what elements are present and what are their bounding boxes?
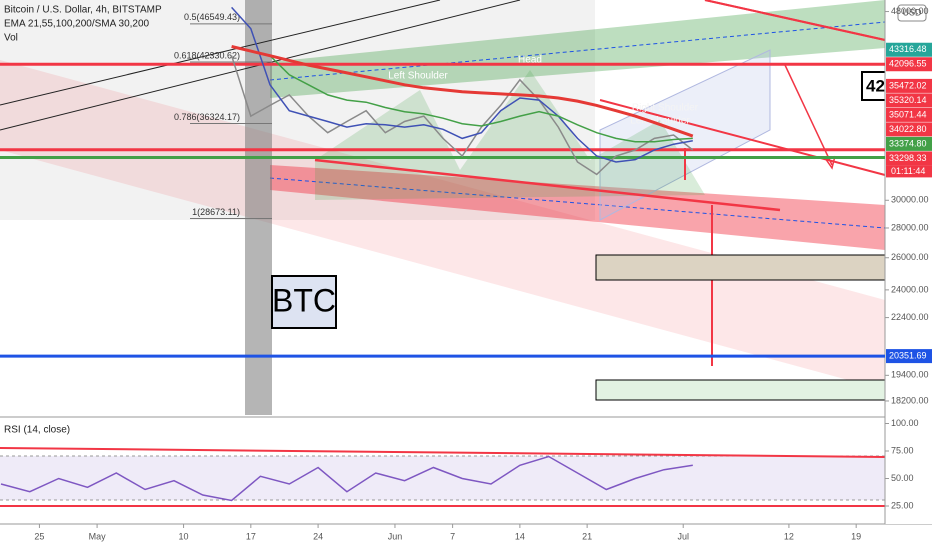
trend-line [704, 0, 886, 41]
y-tick-label: 50.00 [891, 473, 914, 483]
price-tag-label: 35071.44 [889, 109, 927, 119]
x-tick-label: 10 [179, 531, 189, 541]
y-tick-label: 75.00 [891, 445, 914, 455]
x-tick-label: 7 [450, 531, 455, 541]
rsi-band [0, 456, 885, 500]
series-line [0, 455, 693, 502]
price-tag-label: 34022.80 [889, 124, 927, 134]
symbol-title: Bitcoin / U.S. Dollar, 4h, BITSTAMP [4, 5, 162, 16]
y-tick-label: 22400.00 [891, 312, 929, 322]
channel-mid [269, 21, 886, 81]
series-line [231, 45, 694, 138]
annotation: Left Shoulder [388, 71, 448, 82]
price-tag [886, 136, 932, 151]
outer-channel [0, 60, 885, 390]
x-tick-label: Jul [677, 531, 689, 541]
y-tick-label: 25.00 [891, 500, 914, 510]
volume-legend: Vol [4, 33, 18, 44]
price-tag-label: 42096.55 [889, 59, 927, 69]
countdown-bg [886, 165, 932, 178]
y-tick-label: 26000.00 [891, 252, 929, 262]
price-tag [886, 93, 932, 108]
x-tick-label: 14 [515, 531, 525, 541]
currency: USD [902, 7, 922, 17]
price-tag-label: 33298.33 [889, 153, 927, 163]
y-tick-label: 24000.00 [891, 284, 929, 294]
currency-badge [897, 4, 927, 22]
x-tick-label: 24 [313, 531, 323, 541]
price-tag-label: 35320.14 [889, 95, 927, 105]
zone-box [595, 254, 886, 281]
fib-label: 1(28673.11) [192, 207, 240, 217]
symbol-text: BTC [272, 282, 336, 318]
x-tick-label: 12 [784, 531, 794, 541]
annotation: Right Shoulder [632, 103, 699, 114]
price-tag [886, 42, 932, 57]
price-tag [886, 349, 932, 364]
annotation: Head [518, 55, 542, 66]
drawings: BTC 42 Left Shoulder Head Right Shoulder… [0, 0, 932, 525]
countdown: 01:11:44 [891, 166, 925, 176]
price-tag [886, 151, 932, 166]
inner-channel [270, 165, 885, 250]
green-channel [270, 0, 885, 98]
trend-line [0, 0, 441, 106]
rsi-legend: RSI (14, close) [4, 425, 70, 436]
fib-label: 0.618(42330.62) [174, 50, 240, 60]
fib-label: 0.786(36324.17) [174, 112, 240, 122]
head-shoulders [315, 70, 705, 200]
price-tag [886, 57, 932, 72]
rsi-trend [0, 447, 886, 458]
y-tick-label: 100.00 [891, 418, 919, 428]
price-tag [886, 122, 932, 137]
y-tick-label: 18200.00 [891, 395, 929, 405]
price-tag-label: 20351.69 [889, 350, 927, 360]
y-tick-label: 19400.00 [891, 370, 929, 380]
channel-mid [269, 177, 886, 229]
zone-box [595, 379, 886, 401]
y-tick-label: 30000.00 [891, 195, 929, 205]
series-line [269, 55, 693, 143]
x-tick-label: 19 [851, 531, 861, 541]
symbol-box [271, 275, 337, 329]
y-tick-label: 48000.00 [891, 6, 929, 16]
trend-line [599, 99, 886, 176]
fib-label: 0.5(46549.43) [184, 12, 240, 22]
price-tag [886, 107, 932, 122]
x-tick-label: 17 [246, 531, 256, 541]
x-tick-label: 21 [582, 531, 592, 541]
price-tag [886, 78, 932, 93]
arrow-head [824, 155, 836, 170]
price-box-text: 42 [866, 76, 885, 95]
highlight-band [245, 0, 272, 415]
price-tag-label: 43316.48 [889, 44, 927, 54]
annotation: Left Shoulder [630, 116, 690, 127]
neckline [314, 158, 781, 212]
x-tick-label: Jun [388, 531, 403, 541]
x-tick-label: May [89, 531, 107, 541]
y-tick-label: 28000.00 [891, 222, 929, 232]
price-tag-label: 33374.80 [889, 138, 927, 148]
x-tick-label: 25 [34, 531, 44, 541]
series-line [231, 6, 693, 163]
indicator-legend: EMA 21,55,100,200/SMA 30,200 [4, 19, 150, 30]
price-tag-label: 35472.02 [889, 80, 927, 90]
